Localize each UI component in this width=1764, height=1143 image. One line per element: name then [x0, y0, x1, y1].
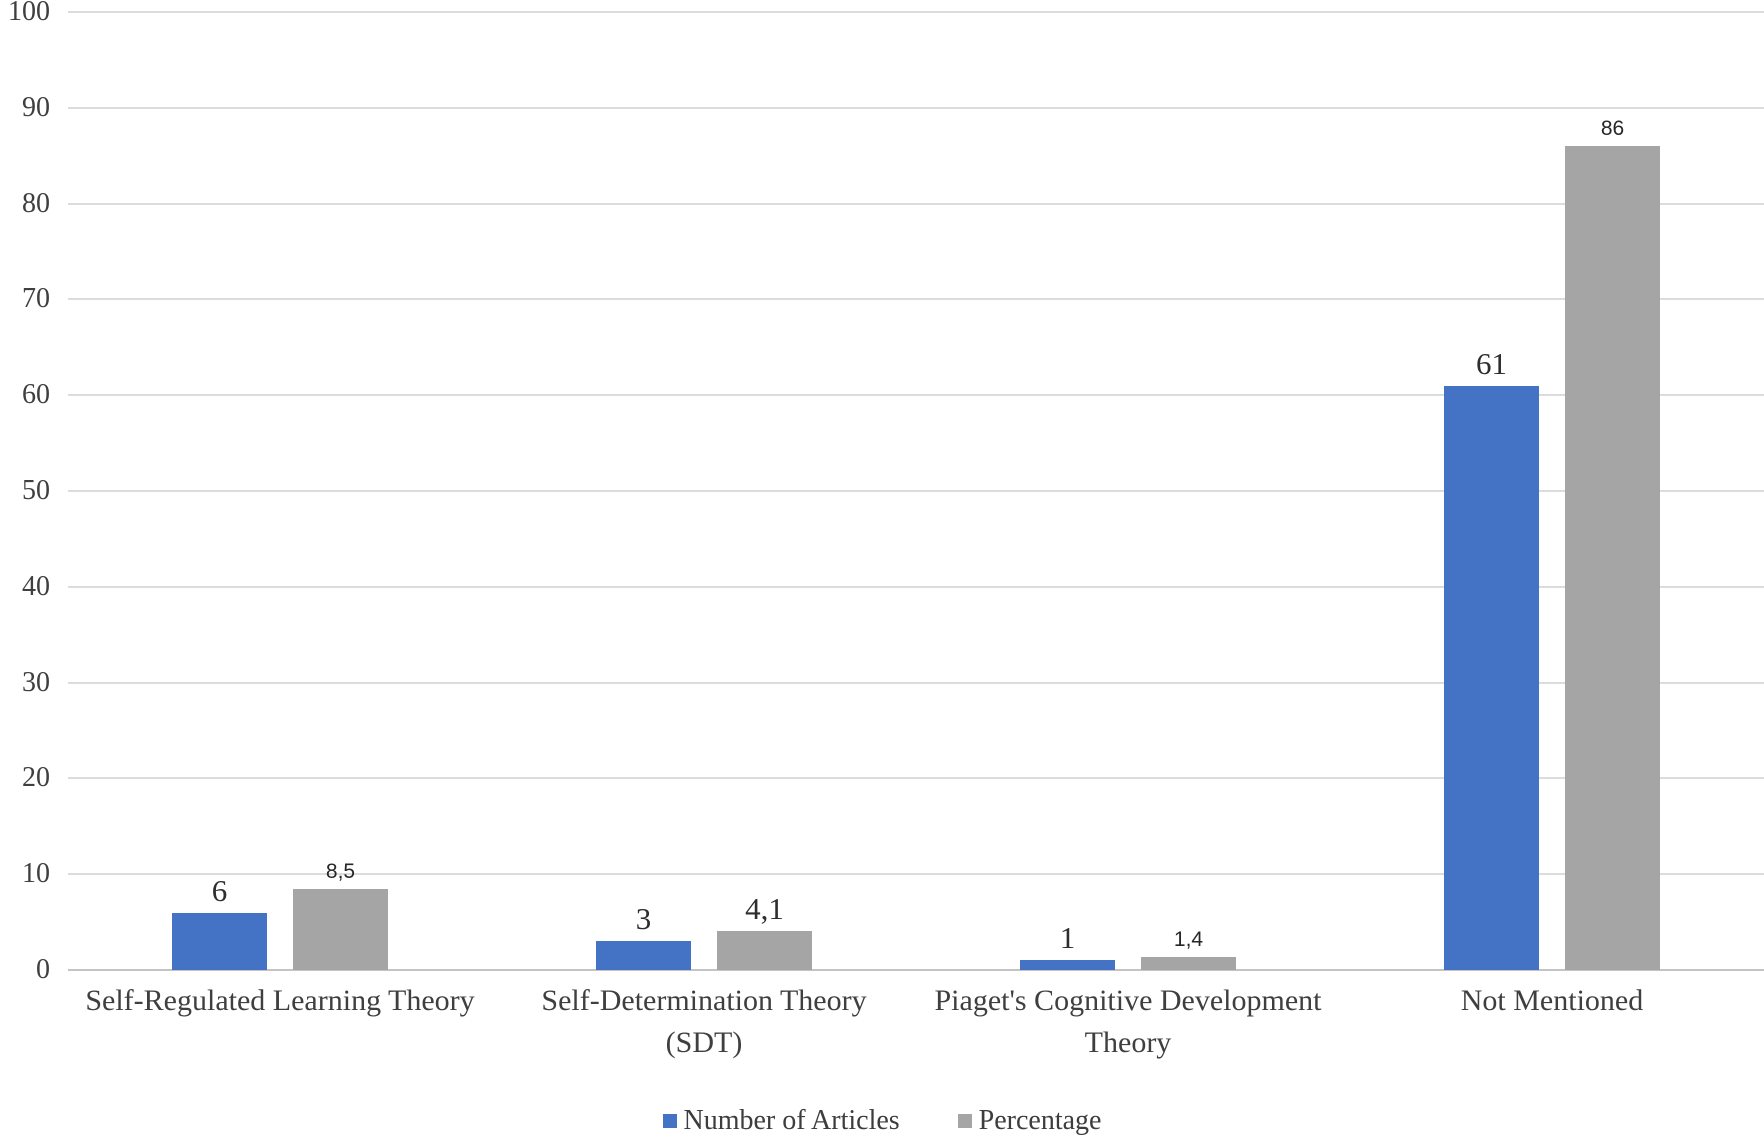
gridline-40	[68, 585, 1764, 588]
y-axis-tick-label: 60	[22, 379, 50, 411]
y-axis-tick-label: 70	[22, 283, 50, 315]
gridline-100	[68, 11, 1764, 13]
y-axis-tick-label: 40	[22, 570, 50, 602]
bar-number-of-articles-self-determination-theory	[596, 941, 691, 970]
legend-label-number-of-articles: Number of Articles	[683, 1105, 900, 1136]
gridline-20	[68, 777, 1764, 780]
data-label-percentage-not-mentioned: 86	[1600, 117, 1625, 141]
gridline-90	[68, 106, 1764, 109]
legend-label-percentage: Percentage	[978, 1105, 1102, 1136]
gridline-80	[68, 202, 1764, 205]
data-label-percentage-self-determination-theory: 4,1	[745, 890, 784, 926]
y-axis-tick-label: 90	[22, 91, 50, 123]
category-label-not-mentioned: Not Mentioned	[1460, 984, 1644, 1017]
bar-percentage-self-determination-theory	[717, 930, 812, 970]
gridline-30	[68, 681, 1764, 684]
data-label-number-of-articles-piaget-s-cognitive-development: 1	[1059, 920, 1076, 956]
gridline-60	[68, 394, 1764, 397]
y-axis-tick-label: 0	[36, 954, 50, 985]
legend: Number of Articles Percentage	[0, 1104, 1764, 1138]
y-axis-tick-label: 30	[22, 666, 50, 698]
gridline-70	[68, 298, 1764, 301]
y-axis-tick-label: 80	[22, 187, 50, 219]
data-label-number-of-articles-not-mentioned: 61	[1476, 345, 1507, 381]
bar-percentage-piaget-s-cognitive-development	[1141, 956, 1236, 970]
bar-number-of-articles-not-mentioned	[1444, 385, 1539, 970]
y-axis-tick-label: 50	[22, 475, 50, 506]
category-label-self-regulated-learning-theory: Self-Regulated Learning Theory	[85, 984, 475, 1017]
data-label-percentage-self-regulated-learning-theory: 8,5	[325, 859, 356, 883]
legend-item-percentage: Percentage	[957, 1104, 1102, 1138]
data-label-number-of-articles-self-determination-theory: 3	[635, 901, 652, 937]
gridline-10	[68, 873, 1764, 876]
data-label-number-of-articles-self-regulated-learning-theory: 6	[211, 872, 228, 908]
y-axis-tick-label: 100	[8, 0, 50, 27]
category-label-piaget-s-cognitive-development: Piaget's Cognitive Development Theory	[934, 984, 1322, 1059]
legend-swatch-number-of-articles	[662, 1114, 677, 1128]
bar-percentage-not-mentioned	[1565, 146, 1660, 970]
data-label-percentage-piaget-s-cognitive-development: 1,4	[1173, 927, 1204, 951]
y-axis-tick-label: 10	[22, 858, 50, 890]
category-label-self-determination-theory: Self-Determination Theory (SDT)	[541, 984, 867, 1059]
legend-item-number-of-articles: Number of Articles	[662, 1104, 900, 1138]
bar-percentage-self-regulated-learning-theory	[293, 888, 388, 970]
legend-swatch-percentage	[957, 1114, 972, 1128]
y-axis-tick-label: 20	[22, 762, 50, 794]
bar-number-of-articles-self-regulated-learning-theory	[172, 912, 267, 970]
bar-number-of-articles-piaget-s-cognitive-development	[1020, 960, 1115, 970]
gridline-50	[68, 490, 1764, 492]
x-axis-line	[68, 969, 1764, 971]
